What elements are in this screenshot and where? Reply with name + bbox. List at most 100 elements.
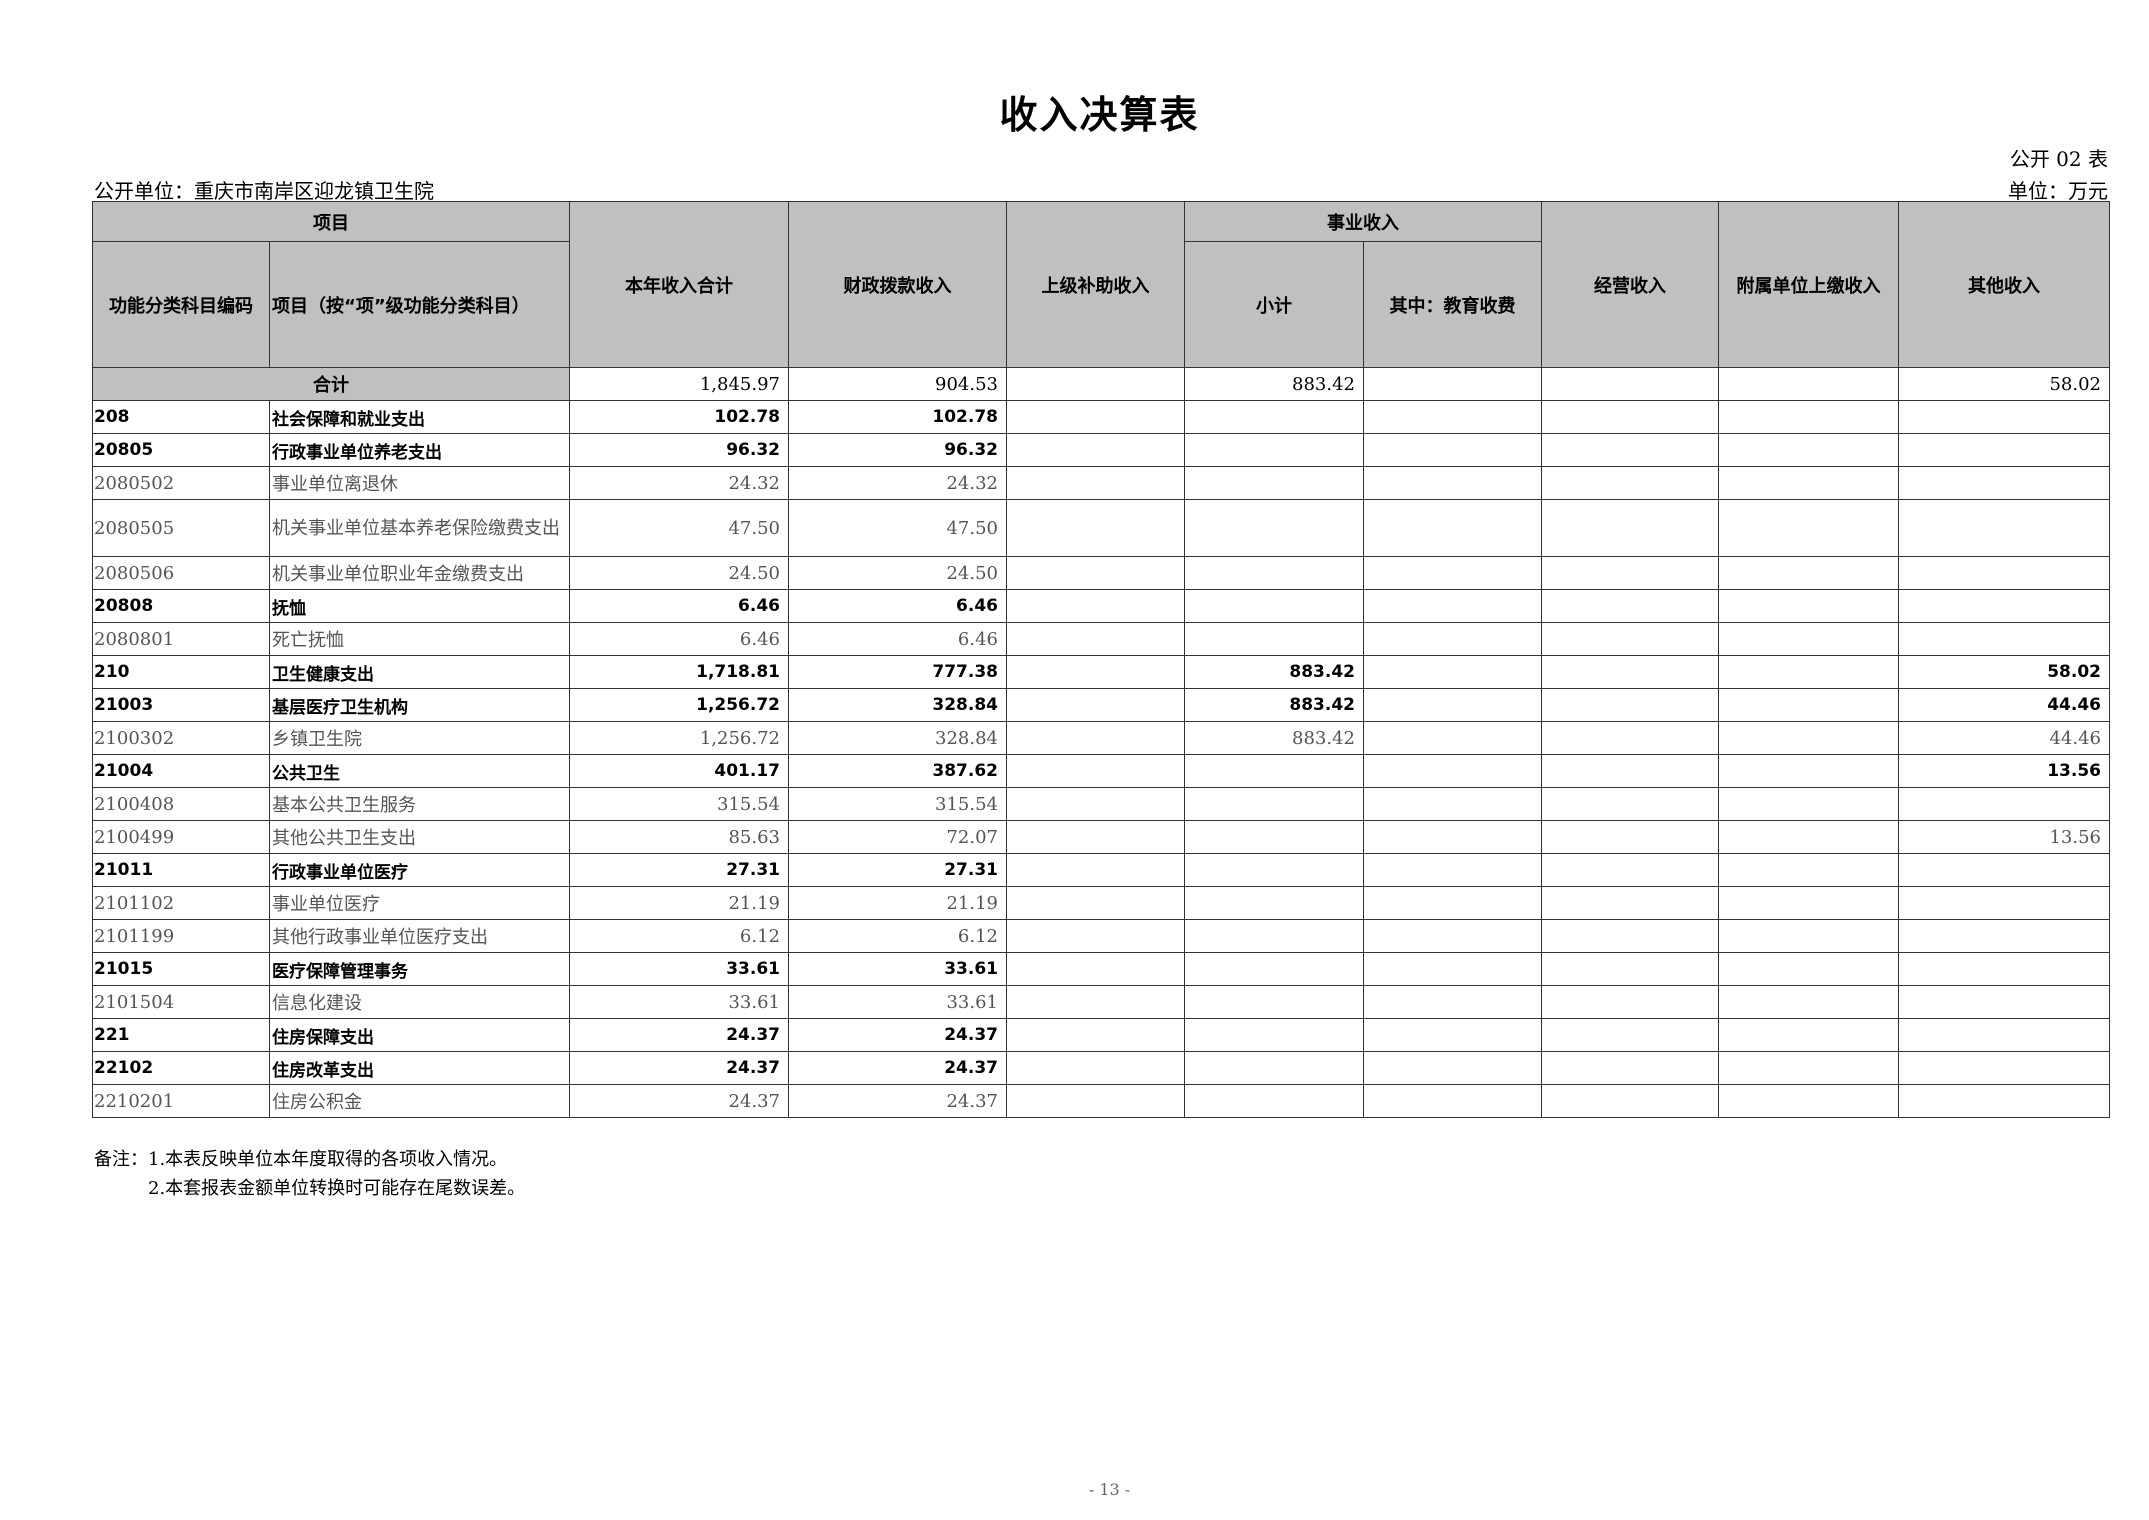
cell-affiliated xyxy=(1718,1084,1899,1118)
cell-superior xyxy=(1006,1018,1185,1052)
table-row: 21003 基层医疗卫生机构 1,256.72 328.84 883.42 44.46 xyxy=(92,688,2110,722)
cell-superior xyxy=(1006,499,1185,557)
cell-name: 行政事业单位养老支出 xyxy=(269,433,570,467)
cell-affiliated xyxy=(1718,853,1899,887)
cell-education xyxy=(1363,400,1542,434)
cell-other xyxy=(1898,985,2110,1019)
cell-operating xyxy=(1541,1051,1719,1085)
cell-superior xyxy=(1006,952,1185,986)
cell-fiscal: 328.84 xyxy=(788,688,1007,722)
cell-education xyxy=(1363,952,1542,986)
table-row: 2101102 事业单位医疗 21.19 21.19 xyxy=(92,886,2110,920)
cell-education xyxy=(1363,688,1542,722)
cell-fiscal: 6.46 xyxy=(788,622,1007,656)
cell-superior xyxy=(1006,466,1185,500)
cell-code: 221 xyxy=(92,1018,270,1052)
cell-operating xyxy=(1541,688,1719,722)
cell-operating xyxy=(1541,433,1719,467)
cell-education xyxy=(1363,919,1542,953)
cell-fiscal: 777.38 xyxy=(788,655,1007,689)
cell-name: 其他公共卫生支出 xyxy=(269,820,570,854)
cell-code: 210 xyxy=(92,655,270,689)
cell-subtotal xyxy=(1184,622,1364,656)
header-affiliated: 附属单位上缴收入 xyxy=(1718,201,1899,368)
cell-other xyxy=(1898,466,2110,500)
cell-name: 抚恤 xyxy=(269,589,570,623)
cell-total: 24.37 xyxy=(569,1018,789,1052)
cell-other xyxy=(1898,400,2110,434)
cell-total: 6.12 xyxy=(569,919,789,953)
cell-other xyxy=(1898,499,2110,557)
cell-fiscal: 315.54 xyxy=(788,787,1007,821)
cell-subtotal xyxy=(1184,466,1364,500)
cell-subtotal xyxy=(1184,919,1364,953)
total-label: 合计 xyxy=(92,367,570,401)
cell-subtotal xyxy=(1184,754,1364,788)
cell-operating xyxy=(1541,655,1719,689)
cell-fiscal: 24.37 xyxy=(788,1051,1007,1085)
cell-subtotal: 883.42 xyxy=(1184,721,1364,755)
cell-total: 24.37 xyxy=(569,1084,789,1118)
cell-affiliated xyxy=(1718,721,1899,755)
cell-subtotal xyxy=(1184,1051,1364,1085)
cell-subtotal xyxy=(1184,853,1364,887)
cell-name: 机关事业单位职业年金缴费支出 xyxy=(269,556,570,590)
cell-superior xyxy=(1006,400,1185,434)
cell-code: 2080801 xyxy=(92,622,270,656)
cell-other xyxy=(1898,886,2110,920)
cell-total: 85.63 xyxy=(569,820,789,854)
cell-superior xyxy=(1006,622,1185,656)
cell-code: 21011 xyxy=(92,853,270,887)
table-row: 20808 抚恤 6.46 6.46 xyxy=(92,589,2110,623)
cell-affiliated xyxy=(1718,400,1899,434)
cell-operating xyxy=(1541,952,1719,986)
cell-affiliated xyxy=(1718,754,1899,788)
cell-subtotal xyxy=(1184,499,1364,557)
cell-total: 27.31 xyxy=(569,853,789,887)
cell-name: 其他行政事业单位医疗支出 xyxy=(269,919,570,953)
cell-superior xyxy=(1006,853,1185,887)
cell-superior xyxy=(1006,1084,1185,1118)
cell-affiliated xyxy=(1718,466,1899,500)
table-row: 2101504 信息化建设 33.61 33.61 xyxy=(92,985,2110,1019)
table-row: 2100408 基本公共卫生服务 315.54 315.54 xyxy=(92,787,2110,821)
cell-other: 44.46 xyxy=(1898,688,2110,722)
table-row: 21015 医疗保障管理事务 33.61 33.61 xyxy=(92,952,2110,986)
cell-affiliated xyxy=(1718,952,1899,986)
cell-subtotal xyxy=(1184,952,1364,986)
cell-education xyxy=(1363,985,1542,1019)
cell-total: 1,256.72 xyxy=(569,688,789,722)
cell-operating xyxy=(1541,622,1719,656)
cell-fiscal: 21.19 xyxy=(788,886,1007,920)
cell-subtotal xyxy=(1184,433,1364,467)
cell-operating xyxy=(1541,367,1719,401)
cell-other xyxy=(1898,952,2110,986)
table-row: 2080801 死亡抚恤 6.46 6.46 xyxy=(92,622,2110,656)
cell-subtotal xyxy=(1184,556,1364,590)
cell-other xyxy=(1898,1018,2110,1052)
cell-superior xyxy=(1006,721,1185,755)
cell-fiscal: 24.32 xyxy=(788,466,1007,500)
cell-operating xyxy=(1541,400,1719,434)
cell-fiscal: 33.61 xyxy=(788,952,1007,986)
cell-fiscal: 387.62 xyxy=(788,754,1007,788)
cell-code: 20808 xyxy=(92,589,270,623)
cell-affiliated xyxy=(1718,589,1899,623)
cell-operating xyxy=(1541,787,1719,821)
cell-name: 基层医疗卫生机构 xyxy=(269,688,570,722)
cell-total: 21.19 xyxy=(569,886,789,920)
cell-name: 行政事业单位医疗 xyxy=(269,853,570,887)
cell-operating xyxy=(1541,754,1719,788)
form-number: 公开 02 表 xyxy=(2009,147,2108,171)
note-1: 备注：1.本表反映单位本年度取得的各项收入情况。 xyxy=(94,1149,508,1170)
cell-subtotal: 883.42 xyxy=(1184,367,1364,401)
note-2: 2.本套报表金额单位转换时可能存在尾数误差。 xyxy=(148,1178,526,1199)
cell-operating xyxy=(1541,1018,1719,1052)
table-row: 221 住房保障支出 24.37 24.37 xyxy=(92,1018,2110,1052)
cell-education xyxy=(1363,556,1542,590)
table-row: 2100302 乡镇卫生院 1,256.72 328.84 883.42 44.46 xyxy=(92,721,2110,755)
cell-education xyxy=(1363,589,1542,623)
cell-affiliated xyxy=(1718,367,1899,401)
cell-affiliated xyxy=(1718,1018,1899,1052)
cell-superior xyxy=(1006,886,1185,920)
